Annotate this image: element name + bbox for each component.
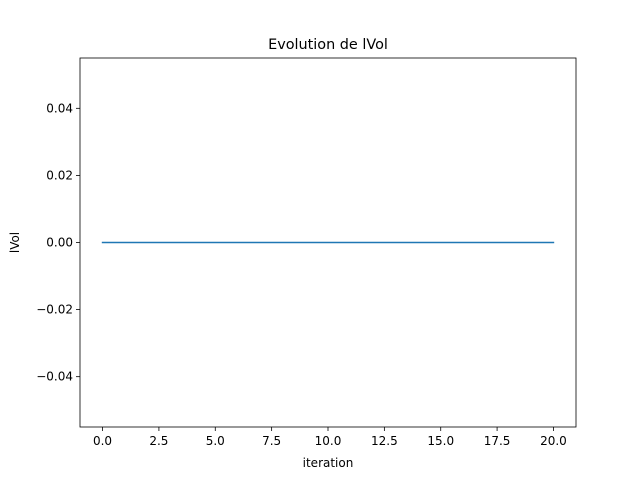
y-tick-label: 0.02 [46, 168, 73, 182]
y-tick-label: 0.00 [46, 236, 73, 250]
plot-frame [79, 57, 577, 428]
x-tick-label: 15.0 [427, 434, 454, 448]
x-tick-label: 12.5 [371, 434, 398, 448]
x-tick-label: 7.5 [262, 434, 281, 448]
chart-title: Evolution de lVol [268, 37, 388, 53]
x-tick-label: 17.5 [484, 434, 511, 448]
x-tick-label: 10.0 [315, 434, 342, 448]
x-tick-label: 20.0 [540, 434, 567, 448]
x-tick-label: 5.0 [206, 434, 225, 448]
x-tick-label: 2.5 [149, 434, 168, 448]
plot-area: 0.0 2.5 5.0 7.5 10.0 12.5 15.0 17.5 20.0 −0.04 −0.… [36, 101, 567, 448]
y-tick-label: −0.02 [36, 303, 73, 317]
y-axis-label: lVol [8, 232, 22, 253]
x-axis-label: iteration [303, 456, 354, 470]
x-tick-label: 0.0 [93, 434, 112, 448]
y-tick-label: 0.04 [46, 101, 73, 115]
y-tick-label: −0.04 [36, 370, 73, 384]
